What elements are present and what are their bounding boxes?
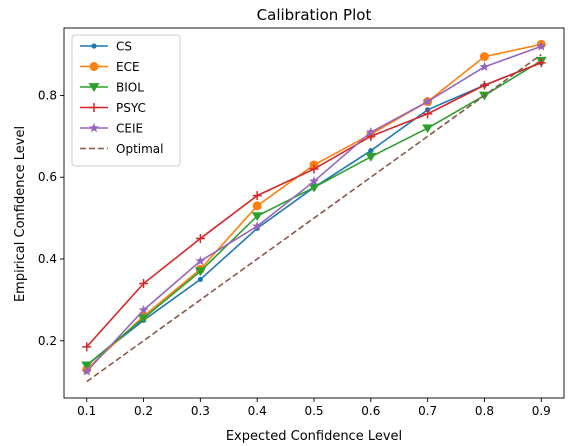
data-point-biol xyxy=(194,267,206,277)
data-point-ceie xyxy=(252,221,263,231)
data-point-psyc xyxy=(195,234,205,244)
data-point-cs xyxy=(197,276,203,283)
x-tick-label: 0.6 xyxy=(361,404,380,418)
x-tick-label: 0.2 xyxy=(134,404,153,418)
legend-label: BIOL xyxy=(116,81,144,95)
legend-marker xyxy=(89,122,99,133)
data-point-biol xyxy=(308,183,320,193)
x-tick-label: 0.9 xyxy=(532,404,551,418)
data-point-biol xyxy=(365,152,377,162)
y-tick-label: 0.4 xyxy=(38,252,57,266)
legend-entry-psyc: PSYC xyxy=(80,101,146,115)
y-axis-label: Empirical Confidence Level xyxy=(13,126,28,302)
legend-label: PSYC xyxy=(116,101,146,115)
plot-area xyxy=(81,39,547,383)
legend-entry-cs: CS xyxy=(80,40,132,54)
axes: 0.1 0.2 0.3 0.4 0.5 0.6 0.7 0.8 0.9 0.2 0.4 0.6 0.8 xyxy=(38,27,565,418)
x-tick-label: 0.7 xyxy=(418,404,437,418)
legend-label: ECE xyxy=(116,60,140,74)
legend-marker xyxy=(91,43,97,49)
y-tick-label: 0.8 xyxy=(38,88,57,102)
data-point-psyc xyxy=(82,342,92,352)
y-tick-label: 0.6 xyxy=(38,170,57,184)
data-point-psyc xyxy=(479,80,489,90)
legend-entry-biol: BIOL xyxy=(80,81,144,95)
data-point-biol xyxy=(422,124,434,134)
data-point-ceie xyxy=(309,176,319,186)
legend-marker xyxy=(88,83,100,92)
x-tick-label: 0.4 xyxy=(248,404,267,418)
data-point-ece xyxy=(252,201,262,211)
x-axis-label: Expected Confidence Level xyxy=(226,429,402,444)
data-point-ceie xyxy=(536,41,547,51)
data-point-psyc xyxy=(252,191,262,201)
data-point-ceie xyxy=(422,96,433,106)
legend-marker xyxy=(89,103,99,112)
data-point-ece xyxy=(479,52,489,62)
data-point-ceie xyxy=(138,304,149,315)
series-ceie xyxy=(81,41,547,376)
x-tick-label: 0.8 xyxy=(475,404,494,418)
x-tick-label: 0.3 xyxy=(191,404,210,418)
chart-title: Calibration Plot xyxy=(257,6,372,24)
series-line-optimal xyxy=(86,53,542,383)
data-point-psyc xyxy=(139,279,149,289)
data-point-psyc xyxy=(536,58,546,68)
data-point-biol xyxy=(138,314,150,324)
y-tick-label: 0.2 xyxy=(38,334,57,348)
series-psyc xyxy=(82,58,546,352)
data-point-ceie xyxy=(81,366,92,376)
legend-entry-optimal: Optimal xyxy=(80,142,163,156)
legend-label: CS xyxy=(116,40,132,54)
x-tick-label: 0.5 xyxy=(304,404,323,418)
data-point-ceie xyxy=(195,255,206,266)
legend-label: CEIE xyxy=(116,122,143,136)
legend-entry-ceie: CEIE xyxy=(80,122,143,136)
data-point-ceie xyxy=(479,61,490,72)
legend-entry-ece: ECE xyxy=(80,60,140,74)
x-tick-label: 0.1 xyxy=(77,404,96,418)
data-point-ceie xyxy=(365,127,376,137)
legend-label: Optimal xyxy=(116,142,163,156)
series-optimal xyxy=(86,53,542,383)
data-point-psyc xyxy=(309,164,319,174)
legend: CS ECE BIOL PSYC CEIE Optimal xyxy=(71,34,181,167)
data-point-biol xyxy=(251,212,263,222)
legend-marker xyxy=(89,62,99,71)
data-point-psyc xyxy=(423,109,433,119)
data-point-cs xyxy=(368,148,374,154)
data-point-biol xyxy=(81,361,93,371)
legend-box xyxy=(71,34,181,167)
